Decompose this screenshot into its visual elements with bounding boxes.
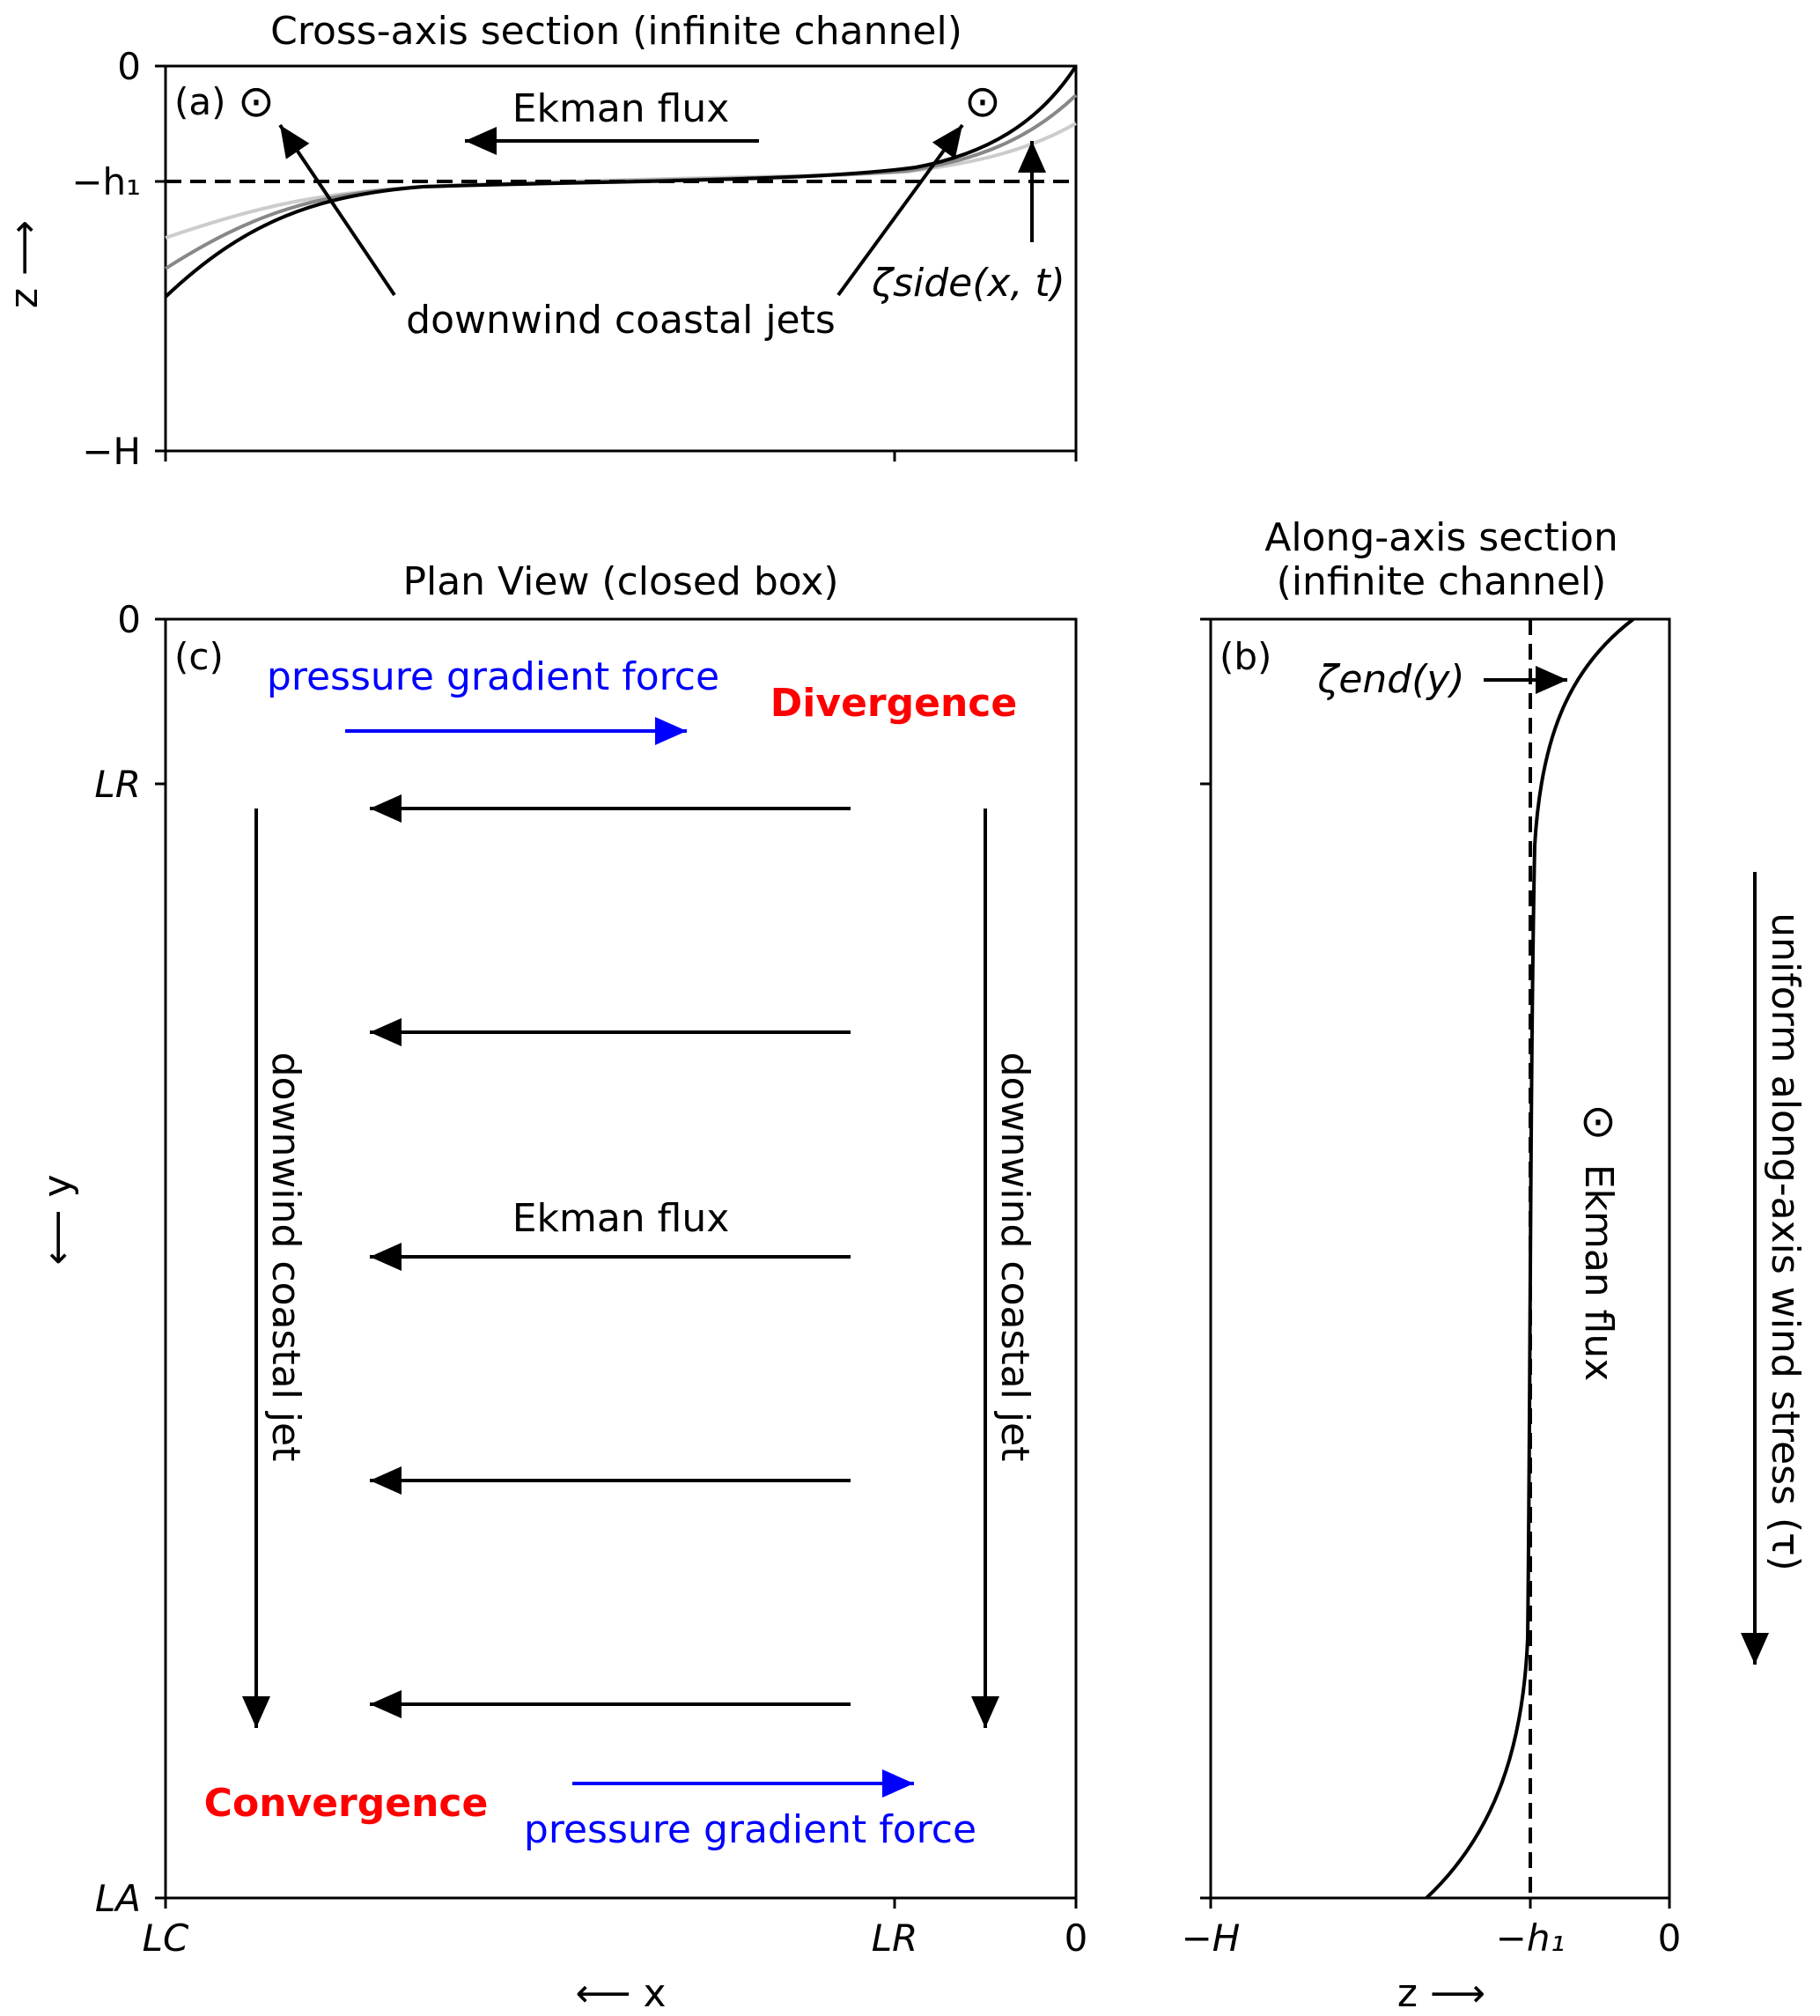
panel-b-out-of-page-symbol: ⊙ — [1580, 1096, 1617, 1147]
panel-c-jet-right-label: downwind coastal jet — [992, 1052, 1037, 1462]
panel-c-xtick-label-LC: LC — [143, 1916, 189, 1960]
panel-a-jet-arrow-right — [836, 123, 964, 297]
panel-c-xtick-label-0: 0 — [1065, 1916, 1088, 1960]
panel-c-ytick-label-0: 0 — [117, 598, 141, 641]
panel-c-title: Plan View (closed box) — [402, 559, 838, 604]
panel-a-zeta-side-text: ζside(x, t) — [871, 261, 1065, 306]
panel-c-x-axis-label: ⟵ x — [575, 1971, 666, 2016]
panel-a-tag: (a) — [174, 80, 226, 123]
panel-a-out-of-page-right: ⊙ — [964, 76, 1001, 127]
panel-c-frame — [164, 617, 1078, 1900]
panel-c-xtick-label-LR: LR — [872, 1916, 918, 1960]
panel-c-convergence-label: Convergence — [204, 1781, 489, 1826]
panel-c-ekman-label: Ekman flux — [512, 1196, 730, 1241]
panel-a-zeta-side-label: ζside(x, t) — [871, 261, 1065, 306]
panel-a-ytick-label-h1: −h₁ — [71, 160, 141, 203]
panel-b-frame — [1209, 617, 1671, 1900]
panel-a-ekman-label: Ekman flux — [512, 86, 730, 131]
panel-c-divergence-label: Divergence — [770, 681, 1017, 726]
panel-c-pgf-bottom-label: pressure gradient force — [524, 1807, 976, 1852]
panel-b-x-axis-label: z ⟶ — [1397, 1971, 1485, 2016]
panel-b-xtick-label-H: −H — [1182, 1916, 1241, 1960]
panel-c: Plan View (closed box) 0 LR LA LC LR 0 ⟵… — [35, 559, 1087, 2016]
panel-a-title: Cross-axis section (infinite channel) — [270, 9, 962, 54]
panel-b-zeta-end-label: ζend(y) — [1316, 657, 1464, 702]
panel-a-jet-arrow-left — [278, 123, 396, 297]
panel-b: Along-axis section (infinite channel) −H… — [1182, 515, 1682, 2016]
panel-b-title-line1: Along-axis section — [1264, 515, 1618, 560]
panel-c-y-axis-label: ⟵ y — [35, 1174, 80, 1265]
panel-b-xtick-label-h1: −h₁ — [1496, 1916, 1566, 1960]
panel-b-xtick-label-0: 0 — [1658, 1916, 1682, 1960]
panel-a-out-of-page-left: ⊙ — [238, 76, 275, 127]
wind-stress-label: uniform along-axis wind stress (τ) — [1763, 912, 1808, 1571]
panel-b-ekman-label: Ekman flux — [1576, 1164, 1621, 1382]
panel-c-pgf-top-label: pressure gradient force — [267, 654, 719, 699]
panel-a: Cross-axis section (infinite channel) 0 … — [2, 9, 1078, 473]
panel-a-y-axis-label: z ⟶ — [2, 220, 47, 308]
panel-c-tag: (c) — [174, 635, 224, 678]
panel-a-frame — [164, 64, 1078, 453]
panel-c-ytick-label-LA: LA — [95, 1877, 141, 1920]
panel-b-tag: (b) — [1219, 635, 1271, 678]
panel-a-ytick-label-H: −H — [82, 430, 141, 473]
panel-a-ytick-label-0: 0 — [117, 45, 141, 88]
panel-c-jet-left-label: downwind coastal jet — [263, 1052, 308, 1462]
panel-b-title-line2: (infinite channel) — [1277, 559, 1607, 604]
panel-a-jets-label: downwind coastal jets — [406, 298, 836, 343]
panel-b-curve — [1425, 617, 1635, 1900]
panel-c-ytick-label-LR: LR — [94, 763, 141, 806]
